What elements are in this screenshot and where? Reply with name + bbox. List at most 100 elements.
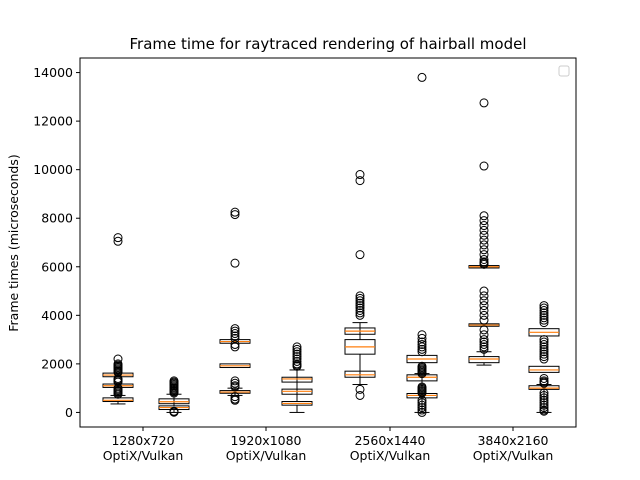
box-3840x2160-vulkan [528,301,560,416]
outlier-point [539,406,549,416]
box-1280x720-optix [102,233,134,405]
outlier-point [113,233,123,243]
y-tick-label: 10000 [33,162,73,177]
outlier-point [355,390,365,400]
y-tick-label: 2000 [41,356,73,371]
y-tick-label: 4000 [41,308,73,323]
outlier-point [539,313,549,323]
outlier-point [479,342,489,352]
chart-title: Frame time for raytraced rendering of ha… [129,35,526,53]
outlier-point [417,337,427,347]
outlier-point [417,344,427,354]
outlier-point [355,291,365,301]
outlier-point [479,325,489,335]
outlier-point [539,305,549,315]
outlier-point [230,326,240,336]
outlier-point [355,301,365,311]
outlier-point [355,310,365,320]
outlier-point [292,354,302,364]
outlier-point [539,388,549,398]
outlier-point [355,250,365,260]
box-iqr-overlay [281,376,313,383]
outlier-point [479,254,489,264]
y-tick-label: 8000 [41,211,73,226]
outlier-point [539,393,549,403]
outlier-point [479,235,489,245]
outlier-point [230,378,240,388]
x-tick-label: 1920x1080 OptiX/Vulkan [226,433,307,463]
outlier-point [479,225,489,235]
outlier-point [355,384,365,394]
outlier-point [113,389,123,399]
outlier-point [355,303,365,313]
outlier-point [355,296,365,306]
outlier-point [479,315,489,325]
outlier-point [479,301,489,311]
outlier-point [479,291,489,301]
outlier-point [479,286,489,296]
outlier-point [539,344,549,354]
outlier-point [417,400,427,410]
outlier-point [417,405,427,415]
outlier-point [417,330,427,340]
outlier-point [230,342,240,352]
outlier-point [230,258,240,268]
outlier-point [479,305,489,315]
outlier-point [479,240,489,250]
outlier-point [479,98,489,108]
outlier-point [292,347,302,357]
outlier-point [539,342,549,352]
outlier-point [417,395,427,405]
outlier-point [479,337,489,347]
y-axis-label: Frame times (microseconds) [6,154,21,332]
outlier-point [539,303,549,313]
box-iqr-overlay [528,365,560,373]
y-tick-label: 14000 [33,65,73,80]
outlier-point [539,315,549,325]
outlier-point [417,398,427,408]
outlier-point [479,335,489,345]
outlier-point [230,392,240,402]
outlier-point [417,388,427,398]
outlier-point [539,400,549,410]
outlier-point [230,376,240,386]
outlier-point [479,310,489,320]
outlier-point [539,301,549,311]
outlier-point [417,339,427,349]
outlier-point [230,395,240,405]
box-3840x2160-optix [468,98,500,366]
outlier-point [539,403,549,413]
outlier-point [292,356,302,366]
outlier-point [292,344,302,354]
outlier-point [539,347,549,357]
plot-area [102,72,560,417]
y-tick-label: 6000 [41,259,73,274]
outlier-point [230,382,240,392]
outlier-point [355,170,365,180]
outlier-point [479,230,489,240]
outlier-point [230,324,240,334]
outlier-point [539,352,549,362]
outlier-point [479,339,489,349]
outlier-point [417,72,427,82]
outlier-point [230,329,240,339]
outlier-point [417,342,427,352]
outlier-point [113,236,123,246]
outlier-point [479,211,489,221]
outlier-point [355,298,365,308]
outlier-point [169,407,179,417]
outlier-point [539,378,549,388]
outlier-point [292,349,302,359]
outlier-point [539,337,549,347]
y-tick-label: 12000 [33,114,73,129]
box-iqr-overlay [344,370,376,378]
outlier-point [479,296,489,306]
x-tick-label: 3840x2160 OptiX/Vulkan [473,433,554,463]
outlier-point [539,308,549,318]
box-1920x1080-optix [219,207,251,405]
outlier-point [479,259,489,269]
legend-box [558,65,570,77]
outlier-point [417,407,427,417]
outlier-point [539,310,549,320]
box-2560x1440-vulkan [406,72,438,417]
